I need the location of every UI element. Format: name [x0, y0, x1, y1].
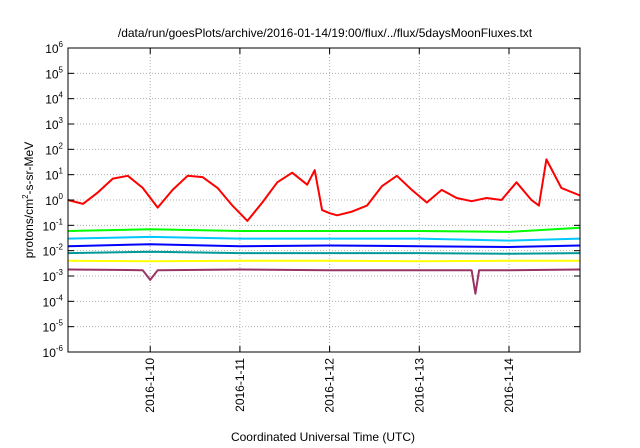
- y-tick-base: 10: [43, 321, 57, 335]
- y-tick-exponent: 0: [59, 192, 64, 201]
- y-tick-base: 10: [45, 67, 59, 81]
- y-tick-label: 10-3: [43, 268, 64, 284]
- x-tick-label: 2016-1-10: [143, 358, 157, 413]
- y-tick-base: 10: [43, 295, 57, 309]
- y-tick-label: 10-1: [43, 217, 64, 233]
- y-tick-label: 10-2: [43, 243, 64, 259]
- y-axis-label-base: protons/cm: [22, 199, 36, 258]
- series-line-6: [67, 259, 580, 263]
- y-tick-base: 10: [45, 194, 59, 208]
- y-tick-base: 10: [45, 169, 59, 183]
- x-tick-label: 2016-1-12: [323, 358, 337, 413]
- chart-title: /data/run/goesPlots/archive/2016-01-14/1…: [118, 26, 533, 40]
- y-tick-base: 10: [45, 93, 59, 107]
- series-line-4: [67, 243, 581, 248]
- y-tick-labels: 10610510410310210110010-110-210-310-410-…: [43, 40, 64, 360]
- y-tick-label: 104: [45, 91, 63, 107]
- y-tick-base: 10: [43, 346, 57, 360]
- x-tick-label: 2016-1-11: [233, 358, 247, 412]
- y-tick-exponent: 3: [59, 116, 64, 125]
- y-tick-exponent: 4: [59, 91, 64, 100]
- series-line-2: [67, 226, 581, 233]
- y-tick-label: 101: [45, 167, 63, 183]
- y-tick-base: 10: [45, 42, 59, 56]
- y-tick-exponent: -4: [56, 293, 64, 302]
- y-tick-exponent: 1: [59, 167, 64, 176]
- y-tick-base: 10: [43, 245, 57, 259]
- x-axis-label: Coordinated Universal Time (UTC): [231, 430, 415, 444]
- y-tick-base: 10: [45, 143, 59, 157]
- ticks: [68, 47, 580, 353]
- y-axis-label-rest: -s-sr-MeV: [22, 142, 36, 195]
- y-tick-label: 105: [45, 65, 63, 81]
- series-line-7: [67, 268, 581, 295]
- x-tick-labels: 2016-1-10 2016-1-11 2016-1-12 2016-1-13 2016…: [143, 358, 516, 413]
- y-tick-exponent: -3: [56, 268, 64, 277]
- y-tick-exponent: -6: [56, 344, 64, 353]
- y-tick-label: 10-6: [43, 344, 64, 360]
- series-line-3: [67, 235, 581, 242]
- y-tick-label: 100: [45, 192, 63, 208]
- y-tick-label: 106: [45, 40, 63, 56]
- y-tick-label: 10-4: [43, 293, 64, 309]
- y-tick-label: 102: [45, 141, 63, 157]
- y-tick-exponent: 6: [59, 40, 64, 49]
- y-axis-label: protons/cm2-s-sr-MeV: [21, 142, 36, 258]
- y-tick-base: 10: [45, 118, 59, 132]
- y-tick-exponent: 5: [59, 65, 64, 74]
- x-tick-label: 2016-1-13: [412, 358, 426, 413]
- series-line-1: [67, 158, 581, 222]
- y-tick-exponent: -1: [56, 217, 64, 226]
- y-tick-exponent: -5: [56, 319, 64, 328]
- y-tick-exponent: 2: [59, 141, 64, 150]
- y-tick-base: 10: [43, 219, 57, 233]
- y-tick-label: 103: [45, 116, 63, 132]
- x-tick-label: 2016-1-14: [502, 358, 516, 413]
- series-lines: [67, 158, 581, 295]
- y-tick-label: 10-5: [43, 319, 64, 335]
- grid: [68, 47, 580, 353]
- series-line-5: [67, 250, 581, 255]
- y-tick-exponent: -2: [56, 243, 64, 252]
- y-tick-base: 10: [43, 270, 57, 284]
- y-axis-label-sup: 2: [21, 194, 30, 199]
